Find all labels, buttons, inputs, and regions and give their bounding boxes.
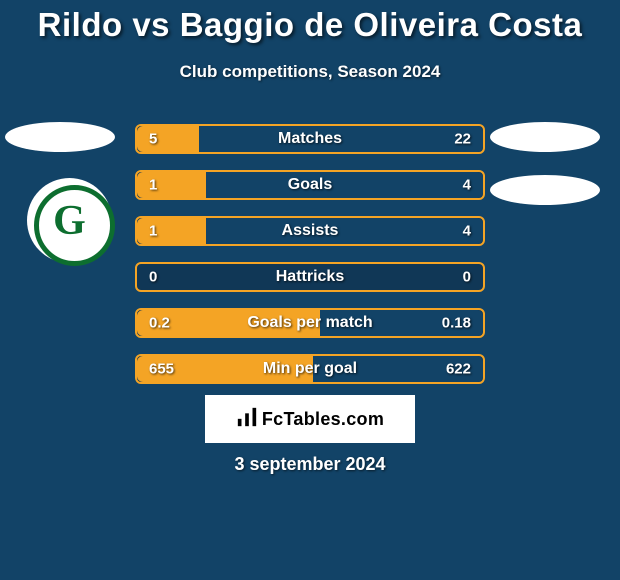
stat-bar: 655622Min per goal	[135, 354, 485, 384]
stat-label: Goals per match	[137, 314, 483, 332]
stat-bar: 00Hattricks	[135, 262, 485, 292]
stat-label: Hattricks	[137, 268, 483, 286]
subtitle: Club competitions, Season 2024	[0, 62, 620, 82]
stat-label: Assists	[137, 222, 483, 240]
stat-label: Min per goal	[137, 360, 483, 378]
comparison-bars: 522Matches 14Goals 14Assists 00Hattricks 0.2…	[135, 124, 485, 400]
club-badge-right	[490, 175, 600, 205]
date-text: 3 september 2024	[0, 454, 620, 475]
stat-bar: 14Goals	[135, 170, 485, 200]
club-badge-left-letter: G	[53, 197, 86, 245]
brand-text: FcTables.com	[262, 409, 384, 430]
player-avatar-right	[490, 122, 600, 152]
infographic-canvas: Rildo vs Baggio de Oliveira Costa Club c…	[0, 0, 620, 580]
brand-icon	[236, 406, 258, 433]
club-badge-left: G	[27, 178, 112, 263]
page-title: Rildo vs Baggio de Oliveira Costa	[0, 6, 620, 44]
stat-bar: 522Matches	[135, 124, 485, 154]
stat-bar: 0.20.18Goals per match	[135, 308, 485, 338]
stat-bar: 14Assists	[135, 216, 485, 246]
brand-badge: FcTables.com	[205, 395, 415, 443]
player-avatar-left	[5, 122, 115, 152]
stat-label: Matches	[137, 130, 483, 148]
stat-label: Goals	[137, 176, 483, 194]
